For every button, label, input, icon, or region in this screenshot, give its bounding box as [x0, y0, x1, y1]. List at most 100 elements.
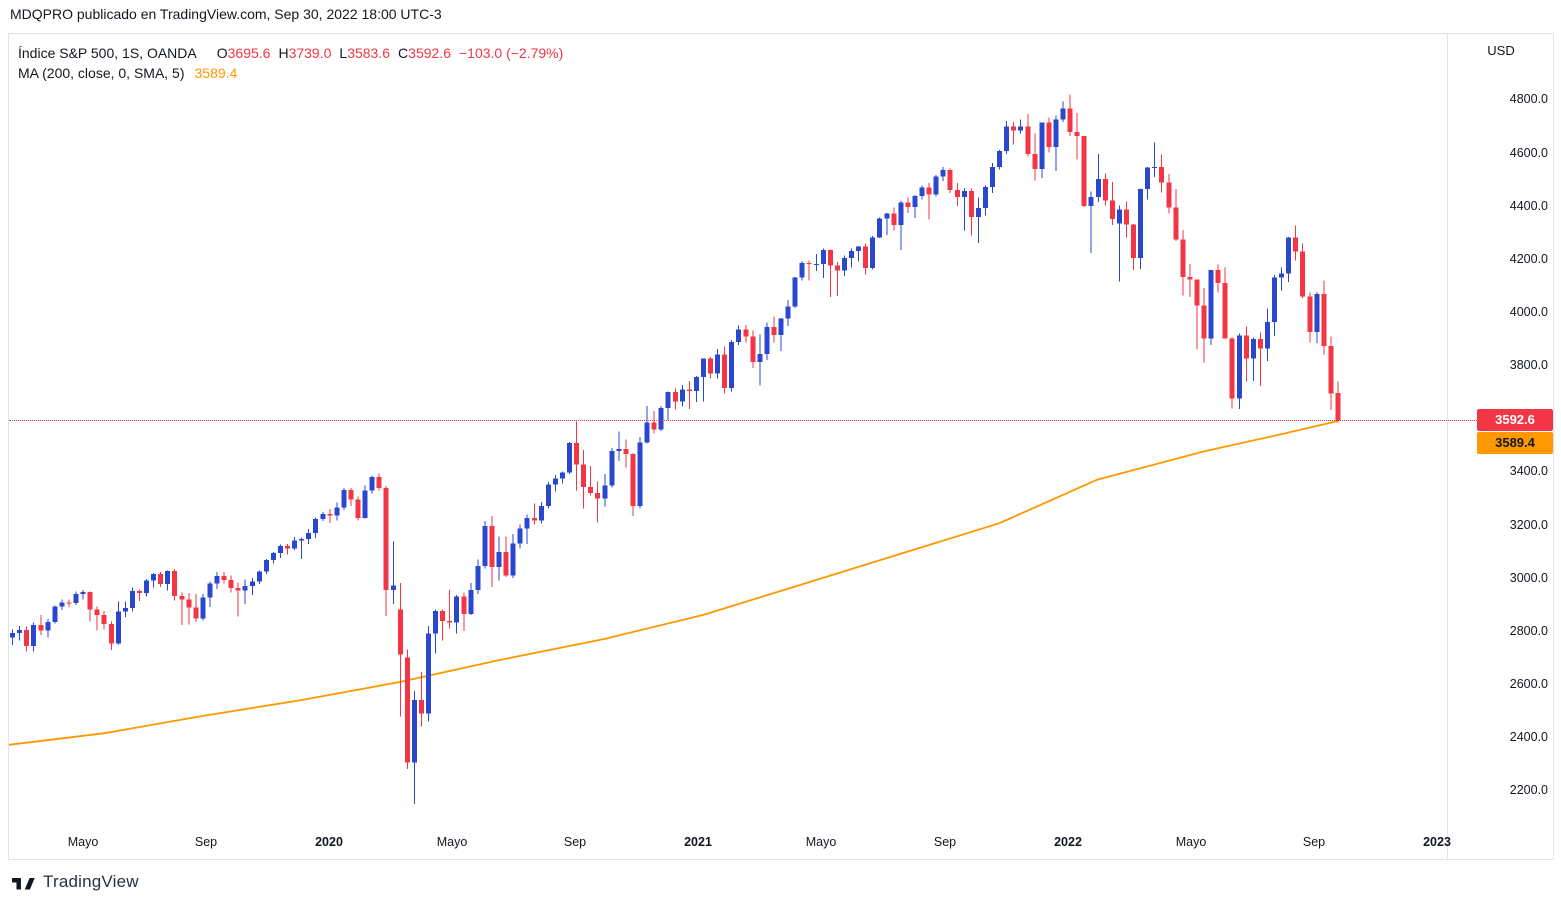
candle-body [242, 585, 248, 591]
candle-body [348, 490, 354, 500]
candle-body [172, 570, 178, 596]
candle-body [503, 551, 509, 576]
candle-body [1335, 392, 1341, 421]
price-tick-label: 3000.0 [1509, 570, 1548, 585]
price-axis-separator [1447, 34, 1448, 859]
candle-body [1286, 237, 1292, 274]
candle-body [1229, 338, 1235, 399]
candle-body [827, 250, 833, 266]
time-tick-label: Sep [1302, 835, 1326, 849]
candle-body [1152, 166, 1158, 168]
candle-body [87, 592, 93, 610]
time-tick-label: Sep [194, 835, 218, 849]
candle-body [524, 518, 530, 529]
candle-body [320, 514, 326, 520]
candle-body [66, 602, 72, 604]
candle-body [877, 218, 883, 238]
candle-body [327, 514, 333, 516]
candle-body [1279, 273, 1285, 278]
candle-body [1004, 126, 1010, 152]
time-axis[interactable]: Mayo Sep 2020 Mayo Sep 2021 Mayo Sep 2022 Mayo Sep… [9, 828, 1451, 859]
candle-body [595, 493, 601, 499]
time-tick-label: Mayo [805, 835, 837, 849]
high-label: H [278, 45, 289, 61]
price-tick-label: 3200.0 [1509, 517, 1548, 532]
candle-body [1180, 239, 1186, 277]
tradingview-logo-link[interactable]: TradingView [12, 872, 139, 892]
candle-body [461, 596, 467, 614]
candle-body [1032, 153, 1038, 169]
candle-body [1173, 207, 1179, 240]
candle-body [1293, 237, 1299, 252]
candle-body [679, 389, 685, 402]
candle-body [870, 237, 876, 268]
candle-body [637, 442, 643, 507]
candle-body [919, 187, 925, 196]
ma-legend-row[interactable]: MA (200, close, 0, SMA, 5) 3589.4 [18, 64, 563, 83]
ma-study-title[interactable]: MA (200, close, 0, SMA, 5) [18, 65, 185, 81]
candle-body [214, 575, 220, 584]
candle-body [954, 189, 960, 197]
candle-body [1166, 182, 1172, 208]
candle-body [841, 257, 847, 271]
chart-widget-frame [8, 33, 1554, 860]
candle-body [1060, 108, 1066, 120]
brand-name: TradingView [43, 872, 139, 891]
candle-body [856, 246, 862, 251]
candle-body [313, 519, 319, 533]
symbol-title[interactable]: Índice S&P 500, 1S, OANDA [18, 45, 197, 61]
candle-body [517, 528, 523, 544]
price-axis[interactable]: USD 4800.0 4600.0 4400.0 4200.0 4000.0 3800.0… [1448, 34, 1554, 859]
candle-body [1208, 270, 1214, 339]
candle-body [433, 611, 439, 634]
candle-body [602, 485, 608, 499]
time-tick-label: Mayo [1175, 835, 1207, 849]
candle-body [45, 621, 51, 631]
candle-body [151, 574, 157, 581]
candle-body [722, 354, 728, 389]
time-tick-label: 2022 [1054, 835, 1082, 849]
candle-body [1095, 178, 1101, 198]
candle-body [362, 490, 368, 519]
candle-body [912, 195, 918, 208]
price-tick-label: 3400.0 [1509, 464, 1548, 479]
close-label: C [398, 45, 409, 61]
chart-canvas[interactable] [9, 34, 1447, 859]
candle-body [17, 629, 23, 633]
time-tick-label: 2023 [1423, 835, 1451, 849]
price-tick-label: 4200.0 [1509, 251, 1548, 266]
candle-body [1215, 270, 1221, 284]
candle-body [59, 602, 65, 607]
candle-body [158, 574, 164, 584]
symbol-legend-row[interactable]: Índice S&P 500, 1S, OANDA O3695.6 H3739.0 L… [18, 44, 563, 63]
change-value: −103.0 (−2.79%) [458, 45, 564, 61]
candle-body [1264, 322, 1270, 349]
candle-body [10, 632, 16, 638]
candle-body [404, 657, 410, 763]
candle-body [376, 476, 382, 488]
candle-body [454, 596, 460, 623]
candle-body [136, 591, 142, 594]
open-value: 3695.6 [227, 45, 271, 61]
candle-body [80, 592, 86, 594]
candle-body [997, 151, 1003, 168]
candle-body [369, 476, 375, 491]
candle-body [38, 625, 44, 631]
candle-body [249, 581, 255, 586]
price-tick-label: 2200.0 [1509, 783, 1548, 798]
candle-body [834, 265, 840, 271]
candle-body [341, 490, 347, 508]
candle-body [1074, 132, 1080, 136]
candle-body [630, 454, 636, 507]
candle-body [277, 545, 283, 554]
candle-body [1131, 224, 1136, 258]
candle-body [1138, 188, 1144, 258]
candle-body [778, 318, 784, 336]
candle-body [496, 551, 502, 567]
candle-body [1307, 296, 1313, 333]
candle-body [468, 589, 474, 614]
candle-body [1145, 167, 1151, 189]
candle-body [961, 191, 967, 197]
tradingview-logo-icon [12, 877, 35, 890]
